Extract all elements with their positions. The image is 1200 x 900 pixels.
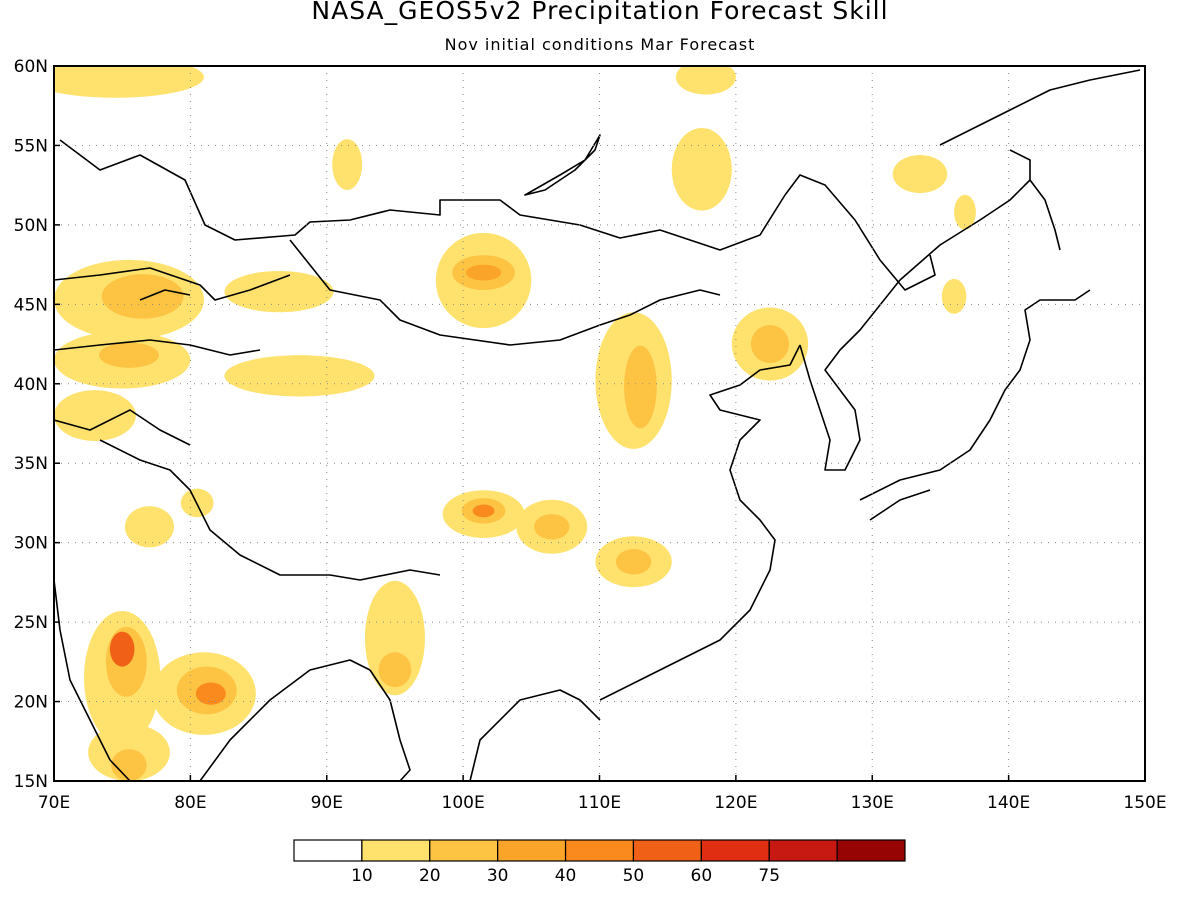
skill-region-0 [54,66,204,98]
lon-tick-label: 140E [987,793,1030,813]
skill-region-4 [892,154,948,194]
skill-region-39 [109,631,135,667]
legend-label: 20 [419,866,441,886]
legend-label: 30 [487,866,509,886]
lat-tick-label: 30N [14,534,48,554]
skill-region-27 [624,345,657,429]
border-line [54,409,191,446]
legend-swatch [836,839,906,862]
skill-region-38 [195,682,226,705]
lon-tick-label: 120E [714,793,757,813]
lat-tick-label: 50N [14,216,48,236]
coastline [899,149,1031,281]
skill-region-31 [615,549,652,575]
lake-baikal [524,134,601,196]
legend-label: 10 [351,866,373,886]
skill-region-26 [99,342,160,368]
lat-tick-label: 60N [14,57,48,77]
coastline [1029,179,1061,251]
lat-tick-label: 15N [14,772,48,792]
skill-region-1 [332,139,363,190]
coastline [599,344,801,701]
lon-tick-label: 110E [578,793,621,813]
lat-tick-label: 55N [14,136,48,156]
skill-region-10 [224,355,375,397]
skill-region-18 [124,506,175,548]
coastline [869,489,931,521]
legend-label: 40 [555,866,577,886]
skill-region-32 [378,652,412,688]
legend-swatch [497,839,567,862]
legend-swatch [632,839,702,862]
lat-tick-label: 35N [14,454,48,474]
legend-swatch [700,839,770,862]
map-title: NASA_GEOS5v2 Precipitation Forecast Skil… [311,0,889,25]
lon-tick-label: 80E [174,793,206,813]
skill-region-37 [472,504,495,518]
skill-region-7 [224,270,334,313]
lon-tick-label: 90E [311,793,343,813]
skill-region-13 [54,390,136,441]
lat-tick-label: 40N [14,375,48,395]
border-line [99,439,441,581]
skill-region-36 [465,264,502,281]
legend-swatch [361,839,431,862]
border-line [289,239,721,346]
legend-label: 50 [623,866,645,886]
legend-swatch [293,839,363,862]
coastline [859,289,1091,501]
lon-tick-label: 150E [1123,793,1166,813]
coastline [469,689,601,781]
lat-tick-label: 20N [14,693,48,713]
skill-region-24 [101,274,184,319]
coastline [939,69,1141,146]
lat-tick-label: 25N [14,613,48,633]
coastline [199,659,371,781]
skill-region-14 [941,278,967,314]
lon-tick-label: 130E [851,793,894,813]
skill-region-35 [111,749,147,781]
legend-label: 75 [758,866,780,886]
skill-region-2 [671,127,732,211]
legend-swatch [429,839,499,862]
border-line [59,139,936,291]
skill-region-5 [954,194,976,230]
skill-region-30 [534,514,570,540]
lat-tick-label: 45N [14,295,48,315]
coastline [799,279,901,471]
border-line [54,267,291,301]
border-line [54,339,261,356]
coastline [369,669,411,781]
skill-region-28 [750,324,790,364]
legend-label: 60 [691,866,713,886]
skill-region-3 [675,66,736,95]
legend-swatch [768,839,838,862]
lon-tick-label: 70E [38,793,70,813]
map-subtitle: Nov initial conditions Mar Forecast [444,35,756,54]
lake-balkhash [139,289,191,301]
legend-swatch [564,839,635,862]
lon-tick-label: 100E [442,793,485,813]
